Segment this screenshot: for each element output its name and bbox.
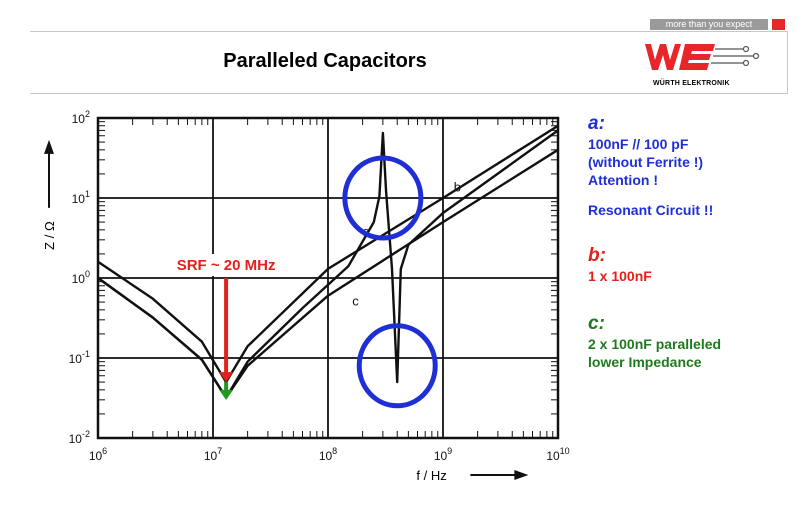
header-bottom-rule <box>30 93 788 94</box>
y-tick-label: 10-1 <box>69 349 90 366</box>
series-b-line <box>97 124 559 384</box>
highlight-circle-1 <box>342 155 424 241</box>
annotation-b-line1: 1 x 100nF <box>588 268 652 284</box>
series-c-label: c <box>352 294 359 309</box>
logo-text: WÜRTH ELEKTRONIK <box>653 80 730 87</box>
y-tick-label: 101 <box>72 189 90 206</box>
series-b-label: b <box>454 180 461 195</box>
annotation-a-line2: (without Ferrite !) <box>588 154 704 170</box>
y-axis-arrow-head <box>44 139 54 154</box>
x-tick-label: 109 <box>434 446 452 463</box>
y-tick-label: 10-2 <box>69 429 90 446</box>
annotation-a-line1: 100nF // 100 pF <box>588 136 689 152</box>
annotation-c-label: c: <box>588 313 605 334</box>
srf-label-bg <box>164 254 293 276</box>
page-title: Paralleled Capacitors <box>223 50 427 72</box>
header-right-rule <box>787 31 788 93</box>
srf-label: SRF ~ 20 MHz <box>177 257 276 274</box>
x-tick-label: 108 <box>319 446 337 463</box>
x-axis-arrow-head <box>514 470 529 480</box>
series-c-line <box>97 148 559 399</box>
annotation-a-label: a: <box>588 113 605 134</box>
y-tick-label: 102 <box>72 109 90 126</box>
tagline-accent <box>772 19 785 30</box>
annotation-a-line3: Attention ! <box>588 172 658 188</box>
annotation-panel: a: 100nF // 100 pF (without Ferrite !) A… <box>588 113 803 371</box>
wurth-logo-icon <box>645 44 760 70</box>
srf-annotation: SRF ~ 20 MHz <box>164 254 293 276</box>
x-tick-label: 1010 <box>546 446 569 463</box>
marker-arrow-2-head <box>219 389 234 400</box>
marker-arrow-1-head <box>219 372 234 383</box>
annotation-a-line4: Resonant Circuit !! <box>588 202 714 218</box>
highlight-circle-2 <box>356 323 438 409</box>
x-axis-label: f / Hz <box>416 468 446 483</box>
annotation-c-line1: 2 x 100nF paralleled <box>588 336 722 352</box>
y-tick-label: 100 <box>72 269 90 286</box>
header-top-rule <box>30 31 788 32</box>
x-tick-label: 106 <box>89 446 107 463</box>
tagline: more than you expect <box>650 19 768 30</box>
annotation-b-label: b: <box>588 245 606 266</box>
x-tick-label: 107 <box>204 446 222 463</box>
y-axis-label: Z / Ω <box>42 221 57 250</box>
annotation-c-line2: lower Impedance <box>588 354 702 370</box>
